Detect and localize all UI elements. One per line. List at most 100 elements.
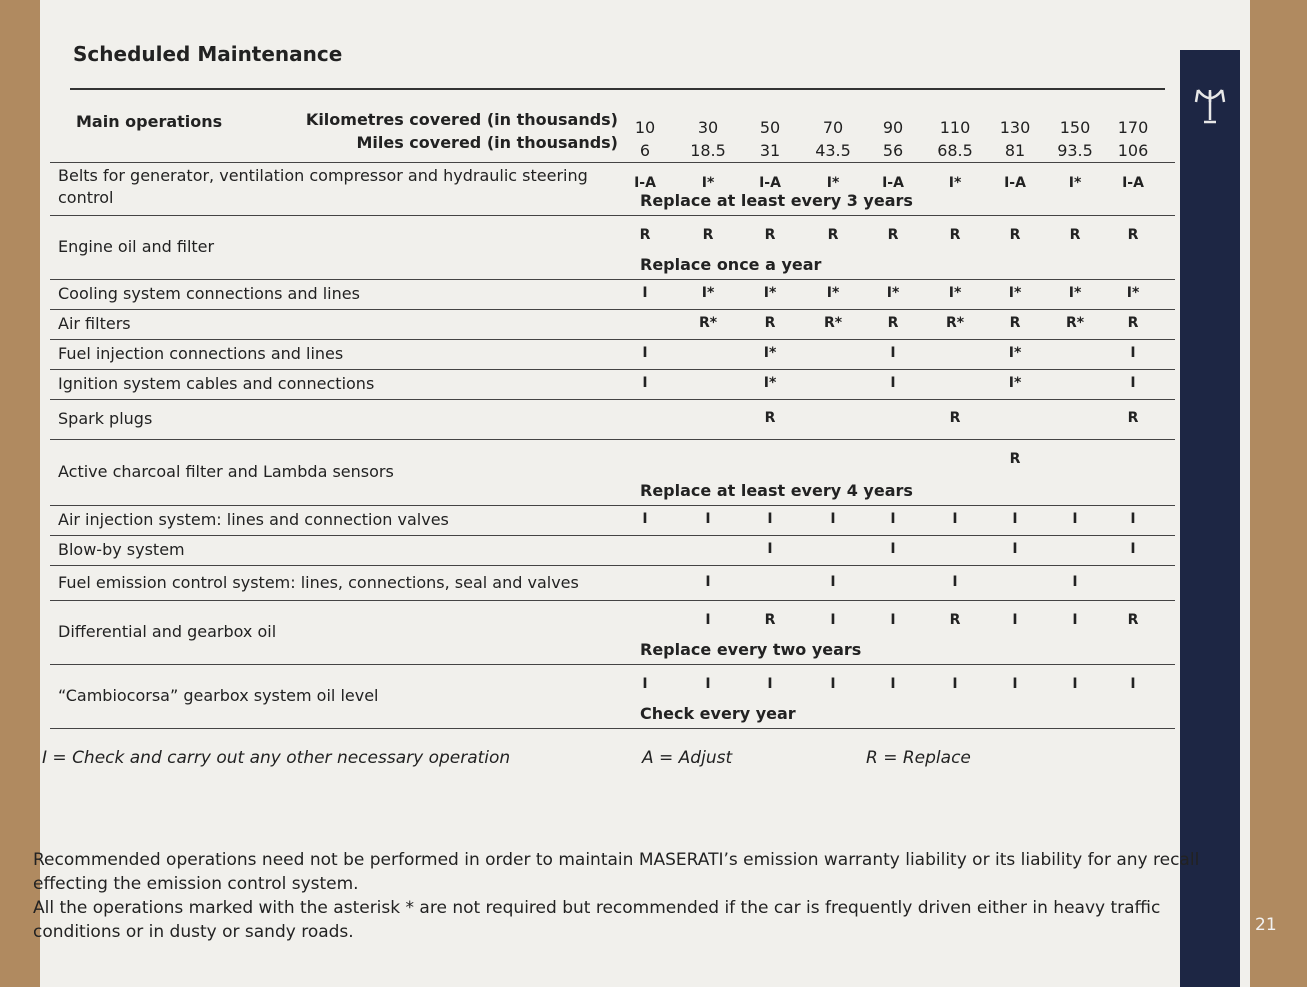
km-value: 90 xyxy=(882,118,904,137)
miles-value: 68.5 xyxy=(937,141,973,160)
interval-cell: R xyxy=(887,315,899,331)
interval-cell: R xyxy=(1127,410,1139,426)
table-row: Ignition system cables and connections I I… xyxy=(50,369,1175,400)
interval-cell: I-A xyxy=(1004,175,1026,191)
interval-cell: R* xyxy=(1065,315,1085,331)
interval-cell: I* xyxy=(763,375,777,391)
page-title: Scheduled Maintenance xyxy=(73,42,343,66)
operation-label: Differential and gearbox oil xyxy=(58,622,277,641)
interval-cell: I xyxy=(952,511,958,527)
interval-cell: I xyxy=(1072,573,1078,590)
interval-cell: I* xyxy=(886,285,900,301)
km-value: 110 xyxy=(939,118,971,137)
interval-cell: R xyxy=(1009,227,1021,243)
km-value: 150 xyxy=(1059,118,1091,137)
miles-value: 31 xyxy=(759,141,781,160)
interval-cell: I xyxy=(890,375,896,391)
interval-cell: I* xyxy=(826,285,840,301)
interval-cell: I xyxy=(767,511,773,527)
interval-cell: I-A xyxy=(759,175,781,191)
operation-label: Air injection system: lines and connecti… xyxy=(58,510,449,529)
interval-cell: R xyxy=(887,227,899,243)
interval-cell: I xyxy=(830,612,836,628)
interval-cell: R xyxy=(949,227,961,243)
miles-value: 93.5 xyxy=(1057,141,1093,160)
interval-cell: R* xyxy=(698,315,718,331)
interval-cell: I xyxy=(890,612,896,628)
interval-cell: R xyxy=(1009,451,1021,467)
interval-cell: I* xyxy=(1126,285,1140,301)
operation-label: Fuel injection connections and lines xyxy=(58,344,344,363)
interval-cell: I xyxy=(767,541,773,557)
interval-cell: I xyxy=(1130,345,1136,361)
interval-cell: I* xyxy=(701,285,715,301)
interval-cell: I xyxy=(952,676,958,692)
interval-cell: I xyxy=(642,511,648,527)
interval-cell: R xyxy=(639,227,651,243)
interval-cell: I xyxy=(1012,676,1018,692)
interval-cell: I xyxy=(1072,511,1078,527)
operation-label: Blow-by system xyxy=(58,540,185,559)
km-value: 70 xyxy=(822,118,844,137)
interval-cell: R xyxy=(949,612,961,628)
interval-cell: I xyxy=(1072,612,1078,628)
interval-cell: I* xyxy=(1068,285,1082,301)
km-value: 130 xyxy=(999,118,1031,137)
interval-cell: I xyxy=(705,573,711,590)
interval-note: Replace every two years xyxy=(640,640,862,659)
interval-cell: I* xyxy=(948,175,962,191)
interval-cell: I xyxy=(705,676,711,692)
table-row: Engine oil and filter R R R R R R R R R Replace on… xyxy=(50,215,1175,280)
miles-value: 56 xyxy=(882,141,904,160)
interval-cell: R xyxy=(1127,227,1139,243)
interval-cell: I* xyxy=(1008,285,1022,301)
interval-cell: I-A xyxy=(1122,175,1144,191)
interval-cell: I xyxy=(1130,375,1136,391)
interval-cell: I xyxy=(705,511,711,527)
interval-cell: R xyxy=(1127,315,1139,331)
interval-cell: R xyxy=(827,227,839,243)
interval-cell: I xyxy=(1130,511,1136,527)
document-page xyxy=(40,0,1250,987)
operation-label: Spark plugs xyxy=(58,409,153,428)
footnote: Recommended operations need not be perfo… xyxy=(33,850,1200,894)
interval-cell: I* xyxy=(1008,375,1022,391)
interval-cell: I* xyxy=(763,285,777,301)
interval-cell: R* xyxy=(823,315,843,331)
operation-label: Belts for generator, ventilation compres… xyxy=(58,166,588,207)
interval-cell: R xyxy=(764,315,776,331)
interval-cell: R xyxy=(764,410,776,426)
side-strip xyxy=(1180,50,1240,987)
interval-cell: R* xyxy=(945,315,965,331)
legend-item: R = Replace xyxy=(866,748,971,768)
interval-note: Replace at least every 4 years xyxy=(640,481,913,500)
legend-item: A = Adjust xyxy=(642,748,733,768)
km-value: 50 xyxy=(759,118,781,137)
interval-cell: I xyxy=(830,573,836,590)
interval-cell: R xyxy=(1069,227,1081,243)
interval-cell: I xyxy=(890,511,896,527)
interval-cell: I xyxy=(767,676,773,692)
header-rule xyxy=(50,140,1175,163)
table-row: Air filters R* R R* R R* R R* R xyxy=(50,309,1175,340)
interval-cell: I xyxy=(642,345,648,361)
interval-cell: I* xyxy=(948,285,962,301)
interval-cell: I xyxy=(1130,676,1136,692)
table-row: Spark plugs R R R xyxy=(50,399,1175,440)
km-value: 30 xyxy=(697,118,719,137)
table-row: Belts for generator, ventilation compres… xyxy=(50,163,1175,216)
interval-cell: I xyxy=(642,676,648,692)
miles-value: 6 xyxy=(639,141,651,160)
interval-note: Check every year xyxy=(640,704,796,723)
interval-cell: R xyxy=(702,227,714,243)
miles-value: 81 xyxy=(1004,141,1026,160)
interval-cell: I* xyxy=(1008,345,1022,361)
interval-cell: R xyxy=(949,410,961,426)
interval-note: Replace at least every 3 years xyxy=(640,191,913,210)
interval-cell: R xyxy=(1009,315,1021,331)
interval-cell: I xyxy=(890,676,896,692)
legend-item: I = Check and carry out any other necess… xyxy=(42,748,511,768)
interval-cell: I-A xyxy=(634,175,656,191)
interval-cell: I xyxy=(890,541,896,557)
main-operations-header: Main operations xyxy=(76,112,223,131)
